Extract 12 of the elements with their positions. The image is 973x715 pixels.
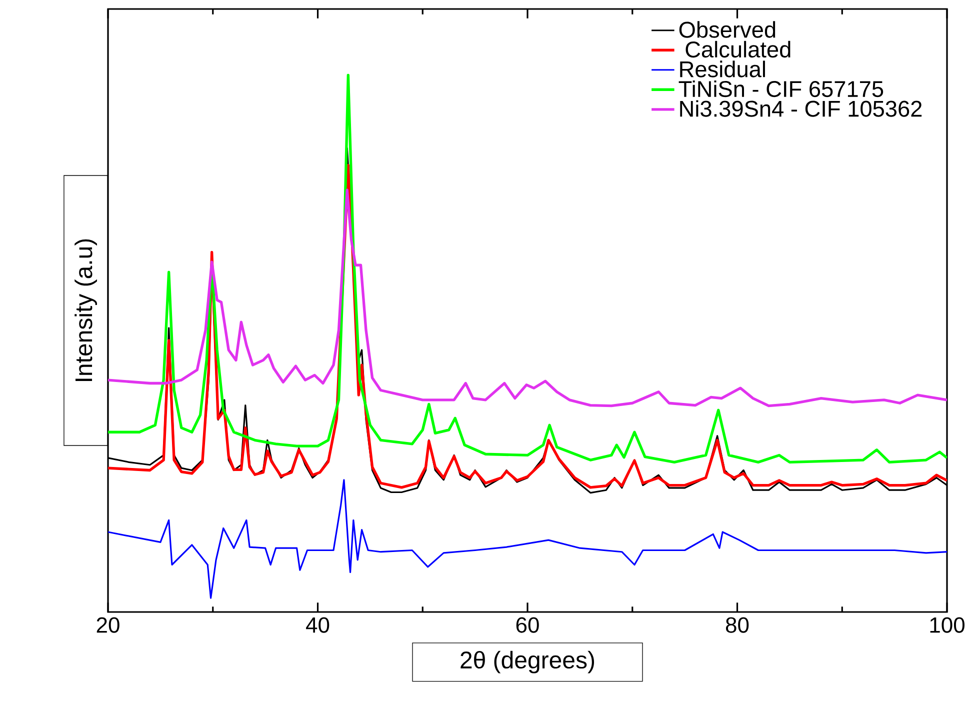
legend-label: Ni3.39Sn4 - CIF 105362 [680,100,922,117]
legend-label: Observed [679,21,776,38]
legend-label: TiNiSn - CIF 657175 [678,80,884,98]
legend-label: Calculated [686,40,790,58]
x-axis-title: 2θ (degrees) [460,650,594,674]
legend-label: Residual [680,60,765,78]
x-tick-label: 80 [726,617,749,633]
x-tick-label: 40 [306,617,330,633]
y-axis-title: Intensity (a.u) [74,239,97,381]
x-tick-label: 100 [930,617,964,633]
x-tick-label: 20 [96,617,120,633]
x-tick-label: 60 [516,617,539,633]
